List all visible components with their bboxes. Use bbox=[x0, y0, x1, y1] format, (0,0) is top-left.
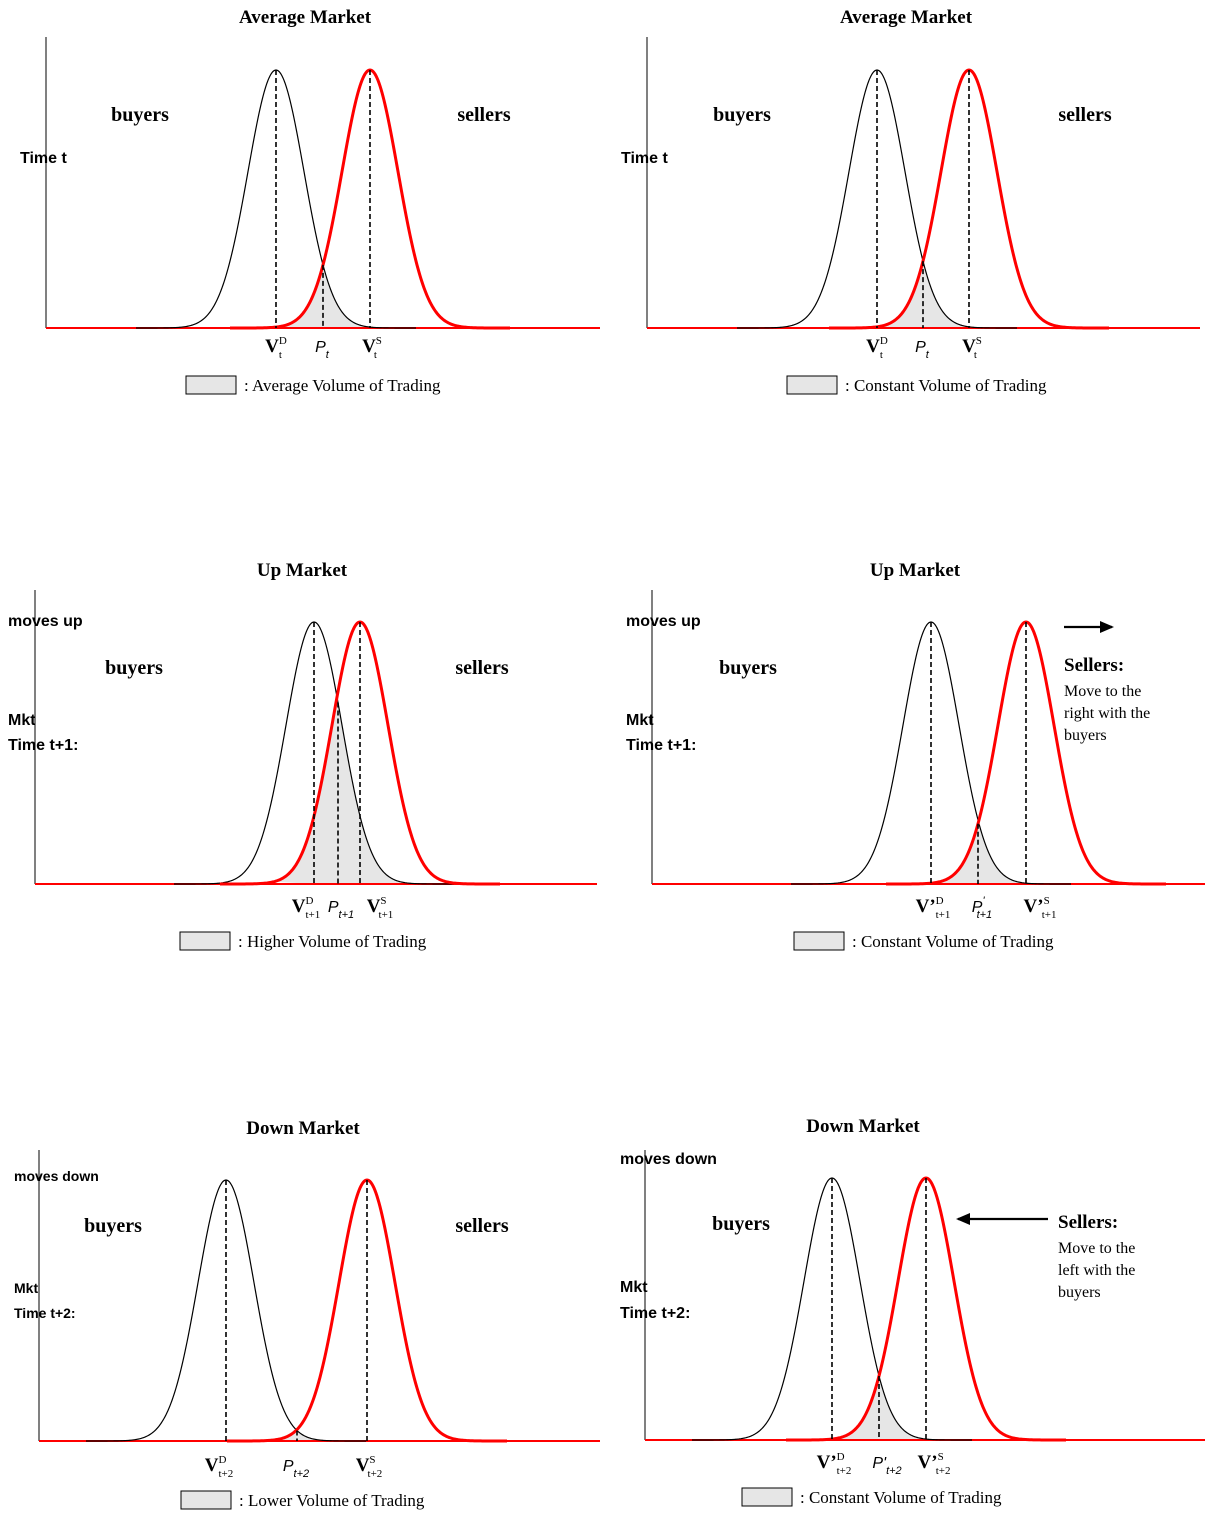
volume-shading bbox=[236, 264, 410, 328]
arrow-right-icon bbox=[1100, 621, 1114, 633]
legend-text: : Average Volume of Trading bbox=[244, 376, 441, 395]
left-label: moves up bbox=[8, 613, 83, 630]
tick-label: V’S t+1 bbox=[1024, 895, 1057, 921]
volume-shading bbox=[186, 1430, 407, 1441]
sellers-note-line: right with the bbox=[1064, 705, 1150, 722]
sellers-note-line: Move to the bbox=[1058, 1240, 1135, 1257]
sellers-label: sellers bbox=[455, 1215, 509, 1237]
tick-label: VS t+1 bbox=[367, 895, 394, 921]
tick-label: Pt bbox=[915, 339, 930, 361]
sellers-label: sellers bbox=[455, 657, 509, 679]
left-label: Mkt bbox=[14, 1280, 38, 1296]
buyers-label: buyers bbox=[712, 1213, 770, 1235]
tick-label: VS t+2 bbox=[356, 1454, 383, 1480]
sellers-note-heading: Sellers: bbox=[1064, 655, 1124, 676]
legend-swatch bbox=[741, 1487, 793, 1507]
buyers-label: buyers bbox=[105, 657, 163, 679]
left-label: moves down bbox=[620, 1151, 717, 1168]
left-label: Time t+2: bbox=[14, 1305, 76, 1321]
buyers-label: buyers bbox=[719, 657, 777, 679]
tick-label: Pt+1 bbox=[328, 899, 354, 921]
tick-label: VS t bbox=[962, 335, 982, 361]
panel-4: Up Market buyers moves up Mkt Time t+1: Selle… bbox=[626, 560, 1205, 951]
left-label: moves down bbox=[14, 1168, 99, 1184]
tick-label: VD t bbox=[265, 335, 287, 361]
legend-text: : Constant Volume of Trading bbox=[845, 376, 1047, 395]
left-label: moves up bbox=[626, 613, 701, 630]
legend-swatch bbox=[786, 375, 838, 395]
panel-title: Up Market bbox=[870, 560, 961, 581]
panel-1: Average Market buyers sellers Time t VD t Pt VS… bbox=[20, 7, 600, 395]
tick-label: VD t bbox=[866, 335, 888, 361]
arrow-left-icon bbox=[956, 1213, 970, 1225]
legend-text: : Higher Volume of Trading bbox=[238, 932, 427, 951]
sellers-note-line: Move to the bbox=[1064, 683, 1141, 700]
tick-label: V’D t+1 bbox=[916, 895, 951, 921]
legend-text: : Lower Volume of Trading bbox=[239, 1491, 425, 1510]
tick-label: VD t+1 bbox=[292, 895, 320, 921]
legend-swatch bbox=[179, 931, 231, 951]
left-label: Time t+1: bbox=[8, 737, 78, 754]
tick-label: V’S t+2 bbox=[918, 1451, 951, 1477]
sellers-note-line: buyers bbox=[1058, 1284, 1101, 1301]
panel-3: Up Market buyers sellers moves up Mkt Time t+… bbox=[8, 560, 597, 951]
tick-label: P't+2 bbox=[872, 1455, 901, 1477]
legend-swatch bbox=[793, 931, 845, 951]
panel-6: Down Market buyers moves down Mkt Time t+2: S… bbox=[620, 1116, 1205, 1507]
left-label: Mkt bbox=[626, 712, 654, 729]
left-label: Mkt bbox=[8, 712, 36, 729]
tick-label: P' t+1 bbox=[972, 895, 992, 921]
panel-title: Down Market bbox=[806, 1116, 920, 1137]
legend-text: : Constant Volume of Trading bbox=[852, 932, 1054, 951]
left-label: Time t bbox=[20, 150, 68, 167]
volume-shading bbox=[274, 697, 400, 884]
legend-text: : Constant Volume of Trading bbox=[800, 1488, 1002, 1507]
tick-label: Pt bbox=[315, 339, 330, 361]
sellers-note-line: buyers bbox=[1064, 727, 1107, 744]
panel-title: Average Market bbox=[840, 7, 973, 28]
panel-title: Up Market bbox=[257, 560, 348, 581]
legend-swatch bbox=[180, 1490, 232, 1510]
sellers-label: sellers bbox=[457, 104, 511, 126]
sellers-note-line: left with the bbox=[1058, 1262, 1135, 1279]
buyers-label: buyers bbox=[111, 104, 169, 126]
sellers-note-heading: Sellers: bbox=[1058, 1212, 1118, 1233]
left-label: Time t+1: bbox=[626, 737, 696, 754]
panel-2: Average Market buyers sellers Time t VD t Pt VS… bbox=[621, 7, 1200, 395]
tick-label: VS t bbox=[362, 335, 382, 361]
left-label: Mkt bbox=[620, 1279, 648, 1296]
buyers-label: buyers bbox=[713, 104, 771, 126]
panel-5: Down Market buyers sellers moves down Mkt Tim… bbox=[14, 1118, 600, 1510]
volume-shading bbox=[891, 823, 1066, 884]
panel-title: Down Market bbox=[246, 1118, 360, 1139]
tick-label: V’D t+2 bbox=[817, 1451, 852, 1477]
left-label: Time t bbox=[621, 150, 669, 167]
sellers-label: sellers bbox=[1058, 104, 1112, 126]
tick-label: VD t+2 bbox=[205, 1454, 233, 1480]
buyers-label: buyers bbox=[84, 1215, 142, 1237]
panel-title: Average Market bbox=[239, 7, 372, 28]
left-label: Time t+2: bbox=[620, 1305, 690, 1322]
tick-label: Pt+2 bbox=[283, 1458, 309, 1480]
legend-swatch bbox=[185, 375, 237, 395]
